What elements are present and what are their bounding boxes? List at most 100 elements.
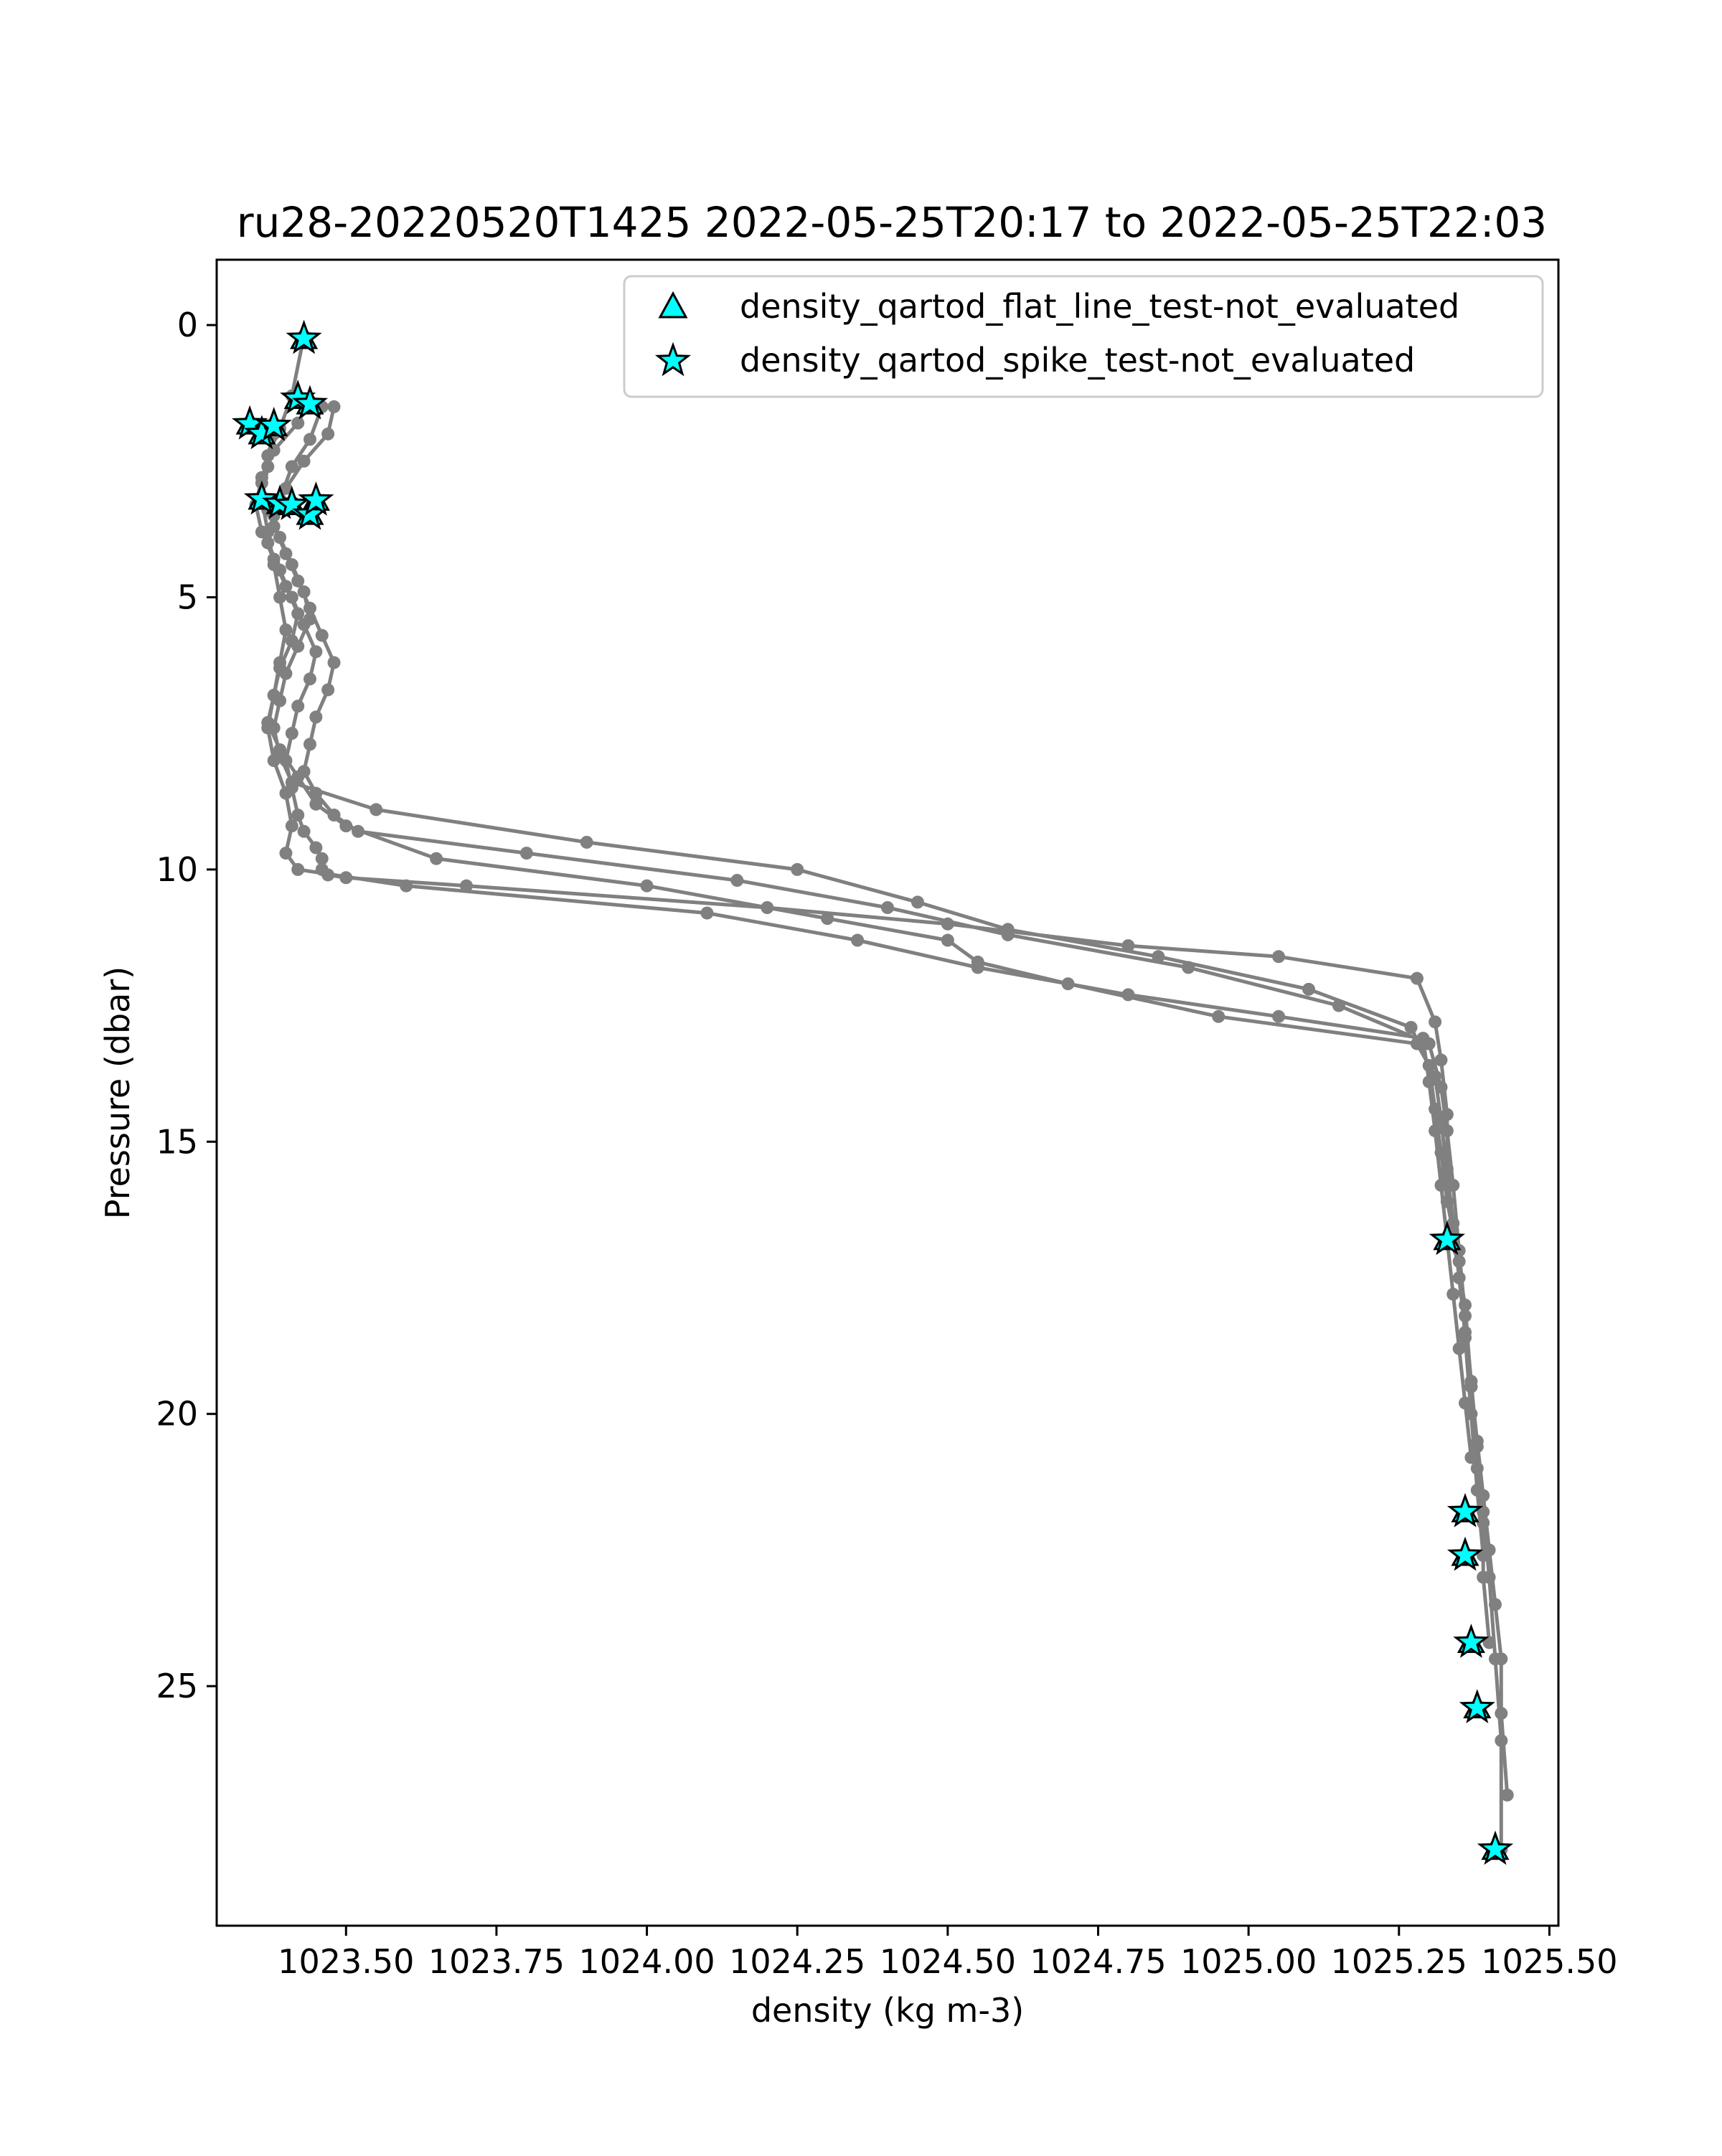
chart-title: ru28-20220520T1425 2022-05-25T20:17 to 2… (237, 198, 1547, 247)
data-point (941, 933, 954, 947)
y-tick-label: 10 (156, 850, 198, 889)
data-point (309, 841, 323, 855)
data-point (273, 590, 287, 604)
legend: density_qartod_flat_line_test-not_evalua… (623, 275, 1544, 398)
data-point (700, 906, 714, 920)
y-axis-label: Pressure (dbar) (98, 966, 137, 1219)
spike-flag-marker (1446, 1492, 1484, 1527)
data-point (1272, 950, 1286, 964)
data-point (291, 700, 305, 713)
data-point (291, 639, 305, 653)
data-point (352, 824, 365, 838)
data-point (321, 683, 335, 697)
data-point (291, 416, 305, 430)
data-point (430, 852, 443, 865)
data-point (1464, 1375, 1478, 1388)
data-point (303, 601, 316, 615)
data-point (1302, 982, 1315, 996)
data-point (327, 809, 341, 822)
data-point (291, 607, 305, 621)
data-point (261, 721, 275, 735)
spike-flag-marker (273, 486, 310, 520)
data-point (297, 824, 311, 838)
data-point (1429, 1124, 1442, 1138)
data-point (1121, 988, 1135, 1002)
data-point (640, 879, 654, 893)
data-point (279, 667, 293, 680)
data-point (1495, 1734, 1508, 1747)
spike-flag-marker (1459, 1689, 1495, 1723)
legend-triangle-marker (658, 291, 688, 319)
data-point (285, 819, 298, 833)
data-point (285, 727, 298, 740)
data-point (1459, 1396, 1472, 1410)
y-axis-ticks: 0 5 10 15 20 25 (156, 306, 217, 1705)
data-point (291, 574, 305, 588)
flag-markers-layer (231, 319, 1514, 1865)
data-point (303, 433, 316, 446)
data-point (580, 835, 593, 849)
spike-flag-marker (286, 319, 322, 354)
data-point (1182, 961, 1195, 974)
data-point (971, 961, 984, 974)
data-point (285, 776, 298, 789)
spike-flag-marker (255, 406, 292, 441)
data-point (1434, 1179, 1448, 1192)
y-tick-label: 25 (156, 1667, 198, 1705)
data-point (1482, 1571, 1496, 1584)
data-point (821, 912, 834, 926)
x-axis-ticks: 1023.50 1023.75 1024.00 1024.25 1024.50 1024.… (278, 1926, 1618, 1981)
data-point (1272, 1009, 1286, 1023)
data-point (1446, 1179, 1460, 1192)
data-point (279, 623, 293, 636)
data-point (315, 629, 329, 642)
data-point (1332, 999, 1345, 1012)
data-point (279, 786, 293, 800)
data-point (1470, 1440, 1484, 1454)
data-point (851, 933, 865, 947)
data-point (911, 895, 924, 909)
data-point (309, 645, 323, 659)
data-point (1416, 1032, 1430, 1045)
x-tick-label: 1024.25 (729, 1942, 865, 1981)
y-tick-label: 0 (177, 306, 198, 344)
spike-flag-marker (1477, 1830, 1514, 1865)
x-tick-label: 1024.00 (578, 1942, 715, 1981)
spike-flag-marker (1446, 1536, 1484, 1571)
data-point (460, 879, 474, 893)
data-point (1212, 1009, 1225, 1023)
spike-flag-marker (243, 480, 280, 515)
data-point (309, 797, 323, 811)
data-point (267, 557, 281, 571)
data-point (1422, 1075, 1436, 1088)
data-point (519, 847, 533, 860)
spike-flag-marker (291, 385, 329, 420)
data-point (730, 874, 744, 888)
data-point (279, 847, 293, 860)
data-point (1477, 1505, 1490, 1519)
plot-frame (215, 258, 1560, 1927)
data-point (327, 656, 341, 669)
legend-label-spike: density_qartod_spike_test-not_evaluated (740, 341, 1415, 380)
y-tick-label: 5 (177, 578, 198, 616)
data-point (285, 460, 298, 474)
x-tick-label: 1025.00 (1180, 1942, 1317, 1981)
data-point (267, 689, 281, 702)
data-point (309, 786, 323, 800)
plot-area (231, 319, 1514, 1865)
data-point (291, 862, 305, 876)
data-point (303, 672, 316, 686)
data-point (267, 754, 281, 768)
spike-flag-marker (1453, 1623, 1490, 1658)
data-point (1410, 971, 1424, 985)
data-point (1452, 1342, 1466, 1355)
data-point (261, 460, 275, 474)
data-point (1440, 1124, 1454, 1138)
data-point (400, 879, 413, 893)
spike-flag-marker (298, 481, 334, 516)
x-tick-label: 1025.25 (1331, 1942, 1467, 1981)
x-tick-label: 1024.75 (1030, 1942, 1166, 1981)
data-point (1459, 1309, 1472, 1323)
data-point (291, 809, 305, 822)
data-point (1434, 1053, 1448, 1067)
